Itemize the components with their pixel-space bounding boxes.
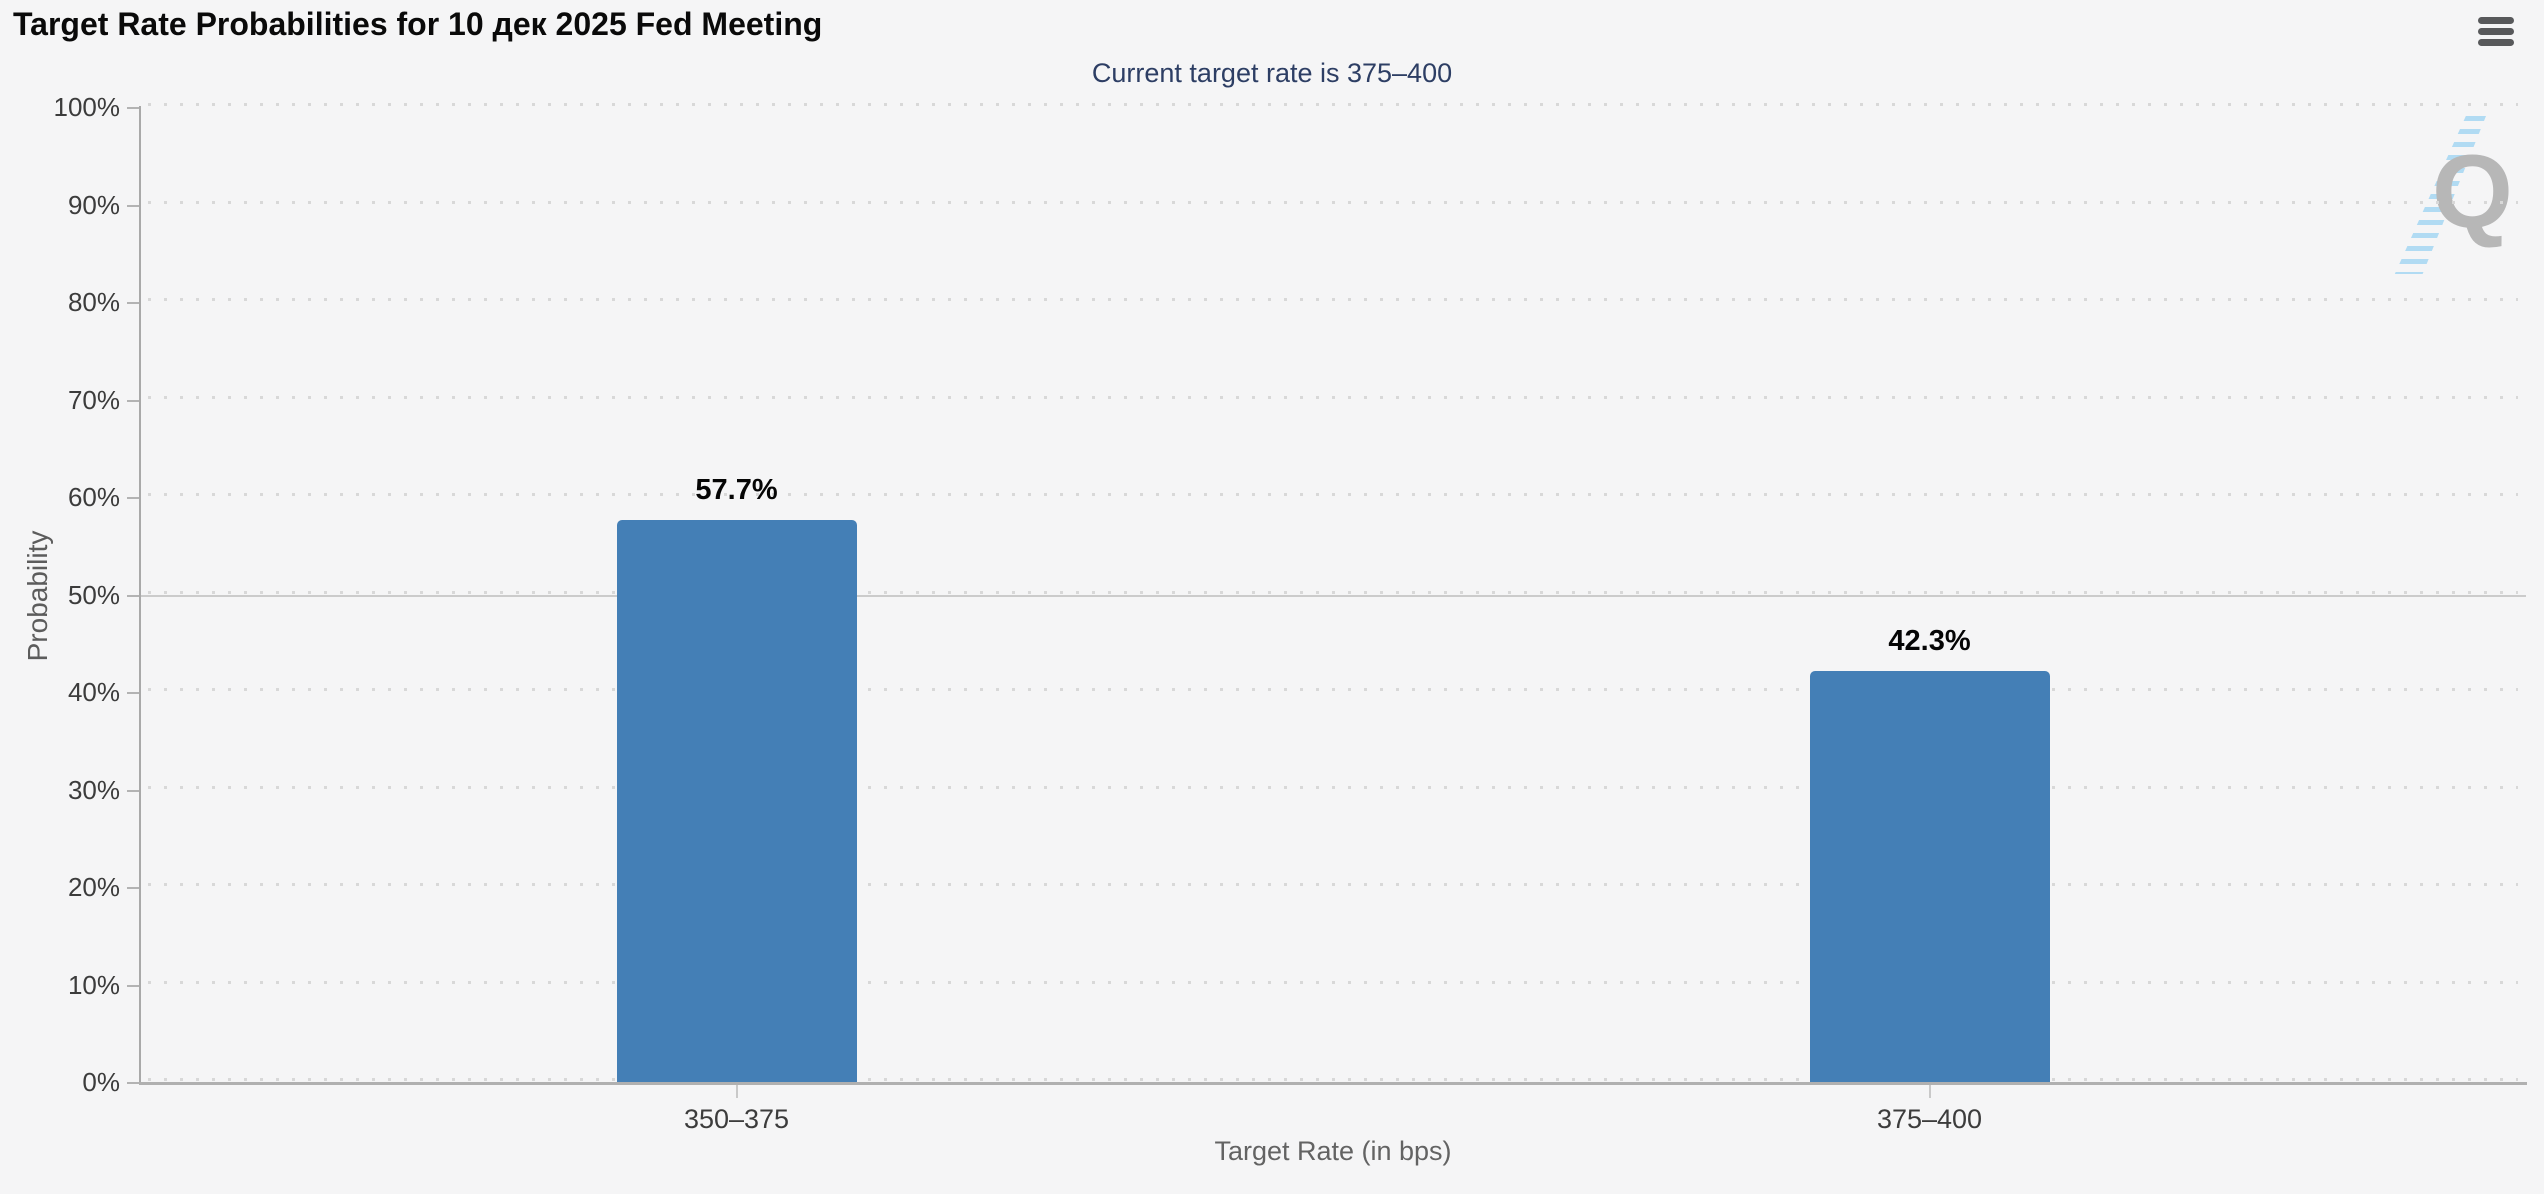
x-axis-line bbox=[139, 1082, 2527, 1085]
y-tick-label: 0% bbox=[82, 1067, 120, 1097]
gridline-50% bbox=[148, 590, 2518, 594]
y-tick-label: 30% bbox=[67, 774, 120, 805]
x-axis-title: Target Rate (in bps) bbox=[1214, 1136, 1452, 1166]
y-tick-label: 70% bbox=[67, 384, 120, 415]
x-category-label: 350–375 bbox=[683, 1104, 790, 1134]
hamburger-menu-icon bbox=[2478, 39, 2514, 46]
y-axis-tick bbox=[127, 887, 140, 889]
bar-value-label: 42.3% bbox=[1888, 624, 1971, 657]
y-axis-tick bbox=[127, 594, 140, 597]
hamburger-menu-icon bbox=[2478, 17, 2514, 24]
gridline-60% bbox=[148, 493, 2518, 496]
bar-350–375[interactable] bbox=[616, 520, 857, 1083]
y-axis-tick bbox=[127, 107, 140, 109]
y-tick-label: 20% bbox=[67, 872, 120, 902]
y-tick-label: 50% bbox=[67, 579, 120, 610]
x-category-label: 375–400 bbox=[1876, 1104, 1983, 1134]
x-axis-tick bbox=[735, 1085, 738, 1098]
gridline-40% bbox=[148, 688, 2518, 691]
y-axis-tick bbox=[127, 399, 140, 402]
bar-value-label: 57.7% bbox=[695, 474, 778, 507]
y-tick-label: 90% bbox=[67, 189, 120, 220]
gridline-80% bbox=[148, 298, 2518, 301]
y-axis-tick bbox=[127, 1082, 140, 1084]
hamburger-menu-button[interactable] bbox=[2478, 17, 2516, 51]
gridline-0% bbox=[148, 1078, 2518, 1081]
chart-title: Target Rate Probabilities for 10 дек 202… bbox=[13, 6, 823, 42]
y-axis-tick bbox=[127, 692, 140, 694]
y-tick-label: 100% bbox=[53, 92, 121, 122]
bar-375–400[interactable] bbox=[1809, 670, 2050, 1083]
chart-subtitle: Current target rate is 375–400 bbox=[1091, 58, 1453, 88]
gridline-10% bbox=[148, 980, 2518, 984]
solid-gridline-50 bbox=[140, 594, 2526, 597]
y-axis-tick bbox=[127, 204, 140, 207]
gridline-100% bbox=[148, 103, 2518, 106]
watermark-logo: Q bbox=[2388, 112, 2513, 278]
y-tick-label: 80% bbox=[67, 287, 120, 317]
y-axis-tick bbox=[127, 789, 140, 792]
x-axis-tick bbox=[1928, 1085, 1931, 1098]
hamburger-menu-icon bbox=[2478, 28, 2514, 35]
gridline-90% bbox=[148, 200, 2518, 204]
watermark-q-icon: Q bbox=[2432, 134, 2513, 250]
y-tick-label: 10% bbox=[67, 969, 120, 1000]
gridline-30% bbox=[148, 785, 2518, 789]
y-axis-line bbox=[139, 106, 141, 1085]
y-axis-tick bbox=[127, 302, 140, 304]
y-axis-tick bbox=[127, 497, 140, 499]
y-tick-label: 40% bbox=[67, 677, 120, 707]
y-tick-label: 60% bbox=[67, 482, 120, 512]
y-axis-tick bbox=[127, 984, 140, 987]
gridline-20% bbox=[148, 883, 2518, 886]
gridline-70% bbox=[148, 395, 2518, 399]
